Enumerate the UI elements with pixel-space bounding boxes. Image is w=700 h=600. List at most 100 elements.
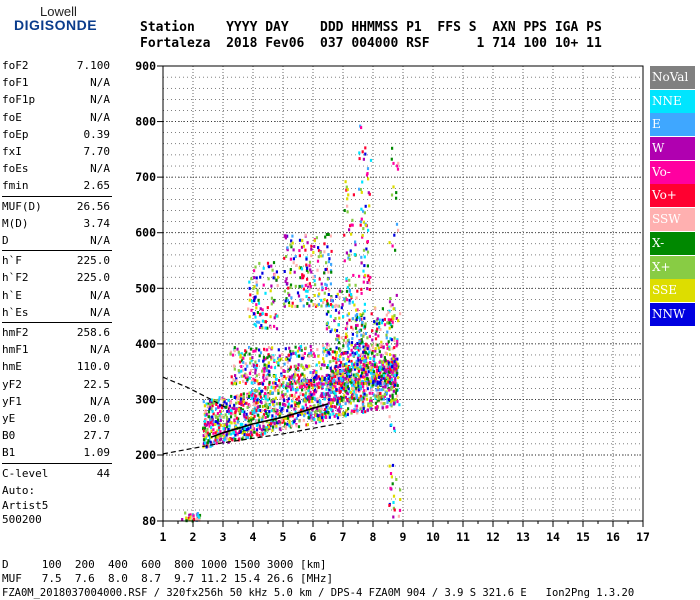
echo-point bbox=[392, 389, 395, 393]
echo-point bbox=[262, 266, 265, 270]
echo-point bbox=[247, 427, 250, 431]
echo-point bbox=[245, 435, 248, 439]
echo-point bbox=[329, 390, 332, 394]
echo-point bbox=[291, 304, 294, 308]
echo-point bbox=[354, 361, 357, 365]
echo-point bbox=[249, 369, 253, 372]
echo-point bbox=[273, 358, 276, 362]
echo-point bbox=[266, 375, 269, 379]
echo-point bbox=[289, 381, 292, 384]
echo-point bbox=[294, 345, 297, 349]
echo-point bbox=[298, 354, 301, 358]
echo-point bbox=[355, 372, 358, 376]
echo-point bbox=[198, 518, 201, 522]
echo-point bbox=[395, 293, 398, 297]
echo-point bbox=[235, 397, 238, 401]
param-value: N/A bbox=[90, 394, 110, 408]
echo-point bbox=[334, 392, 337, 396]
echo-point bbox=[391, 244, 394, 248]
echo-point bbox=[278, 385, 281, 389]
echo-point bbox=[284, 236, 287, 240]
echo-point bbox=[210, 426, 213, 430]
echo-point bbox=[331, 379, 335, 383]
echo-point bbox=[250, 308, 253, 312]
echo-point bbox=[331, 305, 334, 309]
echo-point bbox=[241, 368, 244, 372]
echo-point bbox=[397, 319, 400, 323]
echo-point bbox=[389, 297, 392, 300]
echo-point bbox=[354, 326, 358, 330]
echo-point bbox=[359, 387, 362, 391]
echo-point bbox=[204, 421, 207, 425]
echo-point bbox=[381, 381, 384, 385]
param-row-foep: foEp 0.39 bbox=[2, 126, 110, 143]
echo-point bbox=[265, 363, 268, 367]
echo-point bbox=[376, 327, 379, 331]
echo-point bbox=[256, 379, 259, 383]
echo-point bbox=[325, 346, 328, 349]
echo-point bbox=[297, 395, 300, 399]
echo-point bbox=[307, 284, 310, 288]
echo-point bbox=[256, 398, 259, 402]
echo-point bbox=[262, 405, 265, 408]
echo-point bbox=[261, 415, 264, 419]
echo-point bbox=[388, 365, 391, 369]
echo-point bbox=[392, 501, 395, 504]
echo-point bbox=[286, 400, 289, 403]
echo-point bbox=[373, 320, 376, 324]
echo-point bbox=[359, 407, 362, 411]
echo-point bbox=[282, 419, 285, 423]
echo-point bbox=[298, 238, 302, 242]
echo-point bbox=[326, 342, 329, 346]
echo-point bbox=[309, 284, 312, 288]
echo-point bbox=[233, 407, 236, 411]
echo-point bbox=[364, 382, 367, 386]
echo-point bbox=[358, 274, 361, 278]
echo-point bbox=[244, 362, 247, 366]
echo-point bbox=[316, 303, 319, 307]
echo-point bbox=[267, 373, 270, 377]
param-value: N/A bbox=[90, 110, 110, 124]
echo-point bbox=[388, 504, 391, 507]
echo-point bbox=[301, 353, 304, 357]
echo-point bbox=[236, 347, 239, 351]
echo-point bbox=[302, 393, 305, 397]
echo-point bbox=[374, 337, 378, 341]
echo-point bbox=[224, 427, 227, 430]
echo-point bbox=[265, 426, 268, 430]
echo-point bbox=[321, 286, 324, 290]
echo-point bbox=[230, 411, 233, 415]
echo-point bbox=[380, 365, 383, 369]
echo-point bbox=[336, 399, 339, 403]
echo-point bbox=[290, 239, 293, 243]
echo-point bbox=[198, 516, 201, 520]
echo-point bbox=[204, 432, 207, 436]
echo-point bbox=[371, 345, 374, 349]
echo-point bbox=[329, 234, 332, 238]
echo-point bbox=[249, 411, 252, 415]
echo-point bbox=[277, 388, 280, 392]
echo-point bbox=[352, 399, 355, 403]
echo-point bbox=[210, 398, 213, 402]
echo-point bbox=[355, 350, 359, 354]
echo-point bbox=[318, 361, 321, 365]
echo-point bbox=[338, 397, 341, 401]
echo-point bbox=[350, 359, 353, 363]
echo-point bbox=[301, 388, 304, 392]
echo-point bbox=[355, 296, 358, 300]
echo-point bbox=[300, 379, 303, 383]
echo-point bbox=[320, 363, 324, 367]
echo-point bbox=[202, 427, 205, 431]
echo-point bbox=[345, 389, 348, 393]
echo-point bbox=[305, 268, 309, 272]
echo-point bbox=[284, 422, 287, 426]
echo-point bbox=[265, 412, 268, 415]
echo-point bbox=[307, 395, 310, 399]
echo-point bbox=[300, 408, 303, 412]
echo-point bbox=[263, 347, 266, 351]
param-name: M(D) bbox=[2, 216, 29, 230]
echo-point bbox=[341, 303, 344, 306]
echo-point bbox=[249, 357, 252, 361]
echo-point bbox=[228, 406, 231, 410]
echo-point bbox=[248, 352, 251, 356]
